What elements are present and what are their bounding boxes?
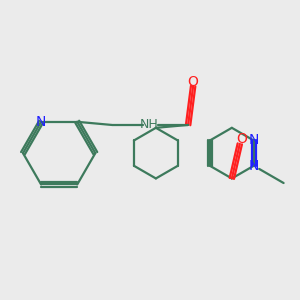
- Text: O: O: [236, 133, 247, 146]
- Text: N: N: [36, 115, 46, 129]
- Text: N: N: [249, 159, 259, 173]
- Text: O: O: [188, 75, 199, 89]
- Text: NH: NH: [140, 118, 159, 131]
- Text: N: N: [249, 134, 259, 148]
